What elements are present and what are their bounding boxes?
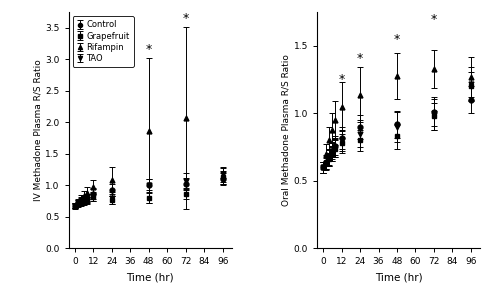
X-axis label: Time (hr): Time (hr)	[126, 272, 174, 282]
Y-axis label: Oral Methadone Plasma R/S Ratio: Oral Methadone Plasma R/S Ratio	[282, 54, 291, 206]
Text: *: *	[394, 33, 400, 46]
X-axis label: Time (hr): Time (hr)	[375, 272, 422, 282]
Text: *: *	[183, 12, 189, 25]
Text: *: *	[339, 73, 344, 86]
Legend: Control, Grapefruit, Rifampin, TAO: Control, Grapefruit, Rifampin, TAO	[73, 16, 133, 67]
Text: *: *	[146, 43, 152, 56]
Y-axis label: IV Methadone Plasma R/S Ratio: IV Methadone Plasma R/S Ratio	[33, 59, 43, 201]
Text: *: *	[357, 52, 363, 65]
Text: *: *	[431, 13, 437, 26]
